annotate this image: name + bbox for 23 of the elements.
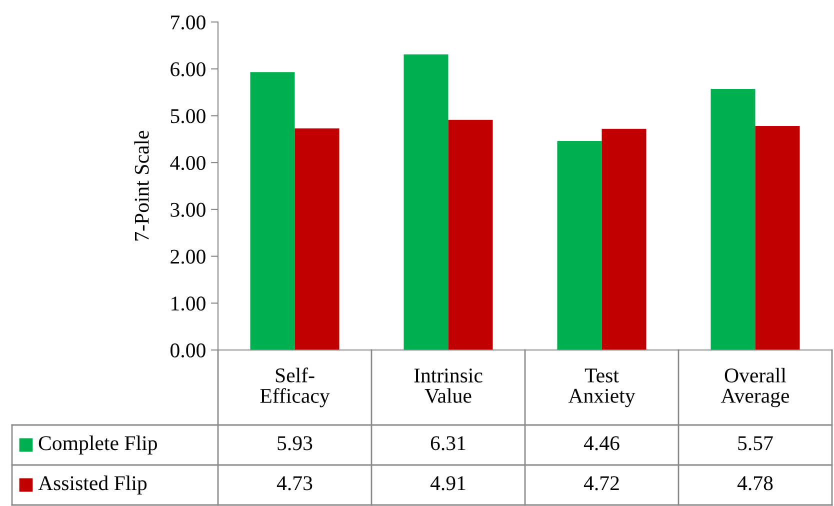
x-tick-label: Self- Efficacy (260, 368, 330, 408)
y-tick-label: 4.00 (170, 156, 206, 170)
y-tick-label: 6.00 (170, 62, 206, 76)
x-tick-label: Intrinsic Value (414, 368, 482, 403)
legend-label: Complete Flip (38, 436, 157, 454)
data-label: 4.78 (737, 476, 773, 490)
y-tick-label: 1.00 (172, 296, 206, 311)
y-tick-label: 3.00 (170, 202, 206, 217)
data-label: 4.72 (584, 476, 619, 490)
x-tick-label: Test Anxiety (568, 368, 636, 408)
y-axis-title: 7-Point Scale (134, 130, 149, 240)
data-label: 5.93 (278, 436, 312, 450)
legend-label: Assisted Flip (38, 476, 147, 494)
data-label: 6.31 (430, 436, 466, 450)
data-label: 4.46 (584, 436, 620, 450)
y-tick-label: 0.00 (170, 343, 206, 358)
x-tick-label: Overall Average (720, 368, 790, 408)
y-tick-label: 5.00 (170, 109, 206, 124)
data-label: 4.73 (276, 476, 312, 490)
data-label: 4.91 (430, 476, 466, 490)
y-tick-label: 7.00 (171, 15, 206, 30)
data-label: 5.57 (738, 436, 773, 450)
y-tick-label: 2.00 (170, 250, 206, 264)
